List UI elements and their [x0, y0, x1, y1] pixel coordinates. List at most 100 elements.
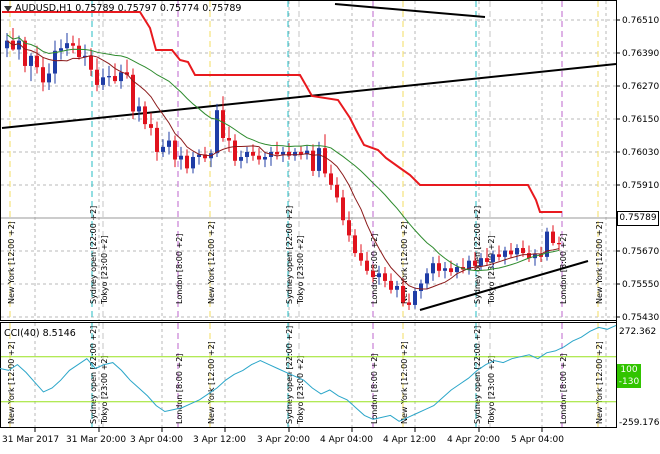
candles [5, 28, 561, 310]
candle-body [365, 260, 369, 271]
trend-line-top [334, 3, 486, 18]
candle [371, 264, 375, 283]
price-tick-label: 0.76150 [622, 115, 659, 125]
candle [5, 33, 9, 58]
time-axis[interactable]: 31 Mar 2017 31 Mar 20:00 3 Apr 04:00 3 Apr … [2, 428, 564, 445]
candle-body [161, 146, 165, 152]
dropdown-triangle-icon[interactable] [4, 5, 12, 12]
price-tick-label: 0.76270 [622, 82, 659, 92]
candle-body [467, 260, 471, 270]
candle-body [503, 250, 507, 257]
candle [35, 45, 39, 74]
candle-body [251, 151, 255, 156]
candle [257, 148, 261, 165]
candle [41, 57, 45, 92]
candle-body [119, 72, 123, 82]
candle [527, 245, 531, 262]
candle [365, 251, 369, 275]
session-label: New York [12:00 +2] [595, 341, 604, 424]
candle-body [485, 258, 489, 262]
session-label: New York [12:00 +2] [7, 221, 16, 304]
candle-body [65, 43, 69, 49]
candle-body [221, 110, 225, 139]
candle [557, 236, 561, 251]
trend-line-bottom [419, 260, 589, 311]
candle [299, 145, 303, 160]
candle-body [131, 74, 135, 112]
current-price-badge: 0.75789 [617, 211, 659, 226]
candle [503, 246, 507, 265]
candle [167, 131, 171, 155]
candle [239, 150, 243, 169]
candle-body [539, 254, 543, 257]
session-label: London [8:00 +2] [175, 234, 184, 304]
candle-body [299, 151, 303, 155]
trend-lines[interactable] [1, 3, 617, 311]
session-label: London [8:00 +2] [370, 354, 379, 424]
candle-body [443, 268, 447, 271]
session-label: Sydney open [22:00 +2] [89, 206, 98, 304]
candle [137, 97, 141, 122]
time-tick-label: 4 Apr 20:00 [447, 435, 500, 445]
candle [191, 151, 195, 174]
session-label: New York [12:00 +2] [400, 221, 409, 304]
candle [311, 144, 315, 176]
session-label: Tokyo [23:00 +2] [487, 235, 496, 305]
candle [341, 189, 345, 226]
time-tick-label: 3 Apr 04:00 [130, 435, 183, 445]
session-label: London [8:00 +2] [175, 354, 184, 424]
candle [509, 242, 513, 259]
candle-body [155, 127, 159, 152]
candle-body [515, 248, 519, 255]
candle [95, 58, 99, 92]
moving-averages [2, 11, 562, 290]
candle [329, 164, 333, 190]
candle-body [29, 55, 33, 66]
symbol-label: AUDUSD,H1 [15, 3, 73, 14]
session-label: New York [12:00 +2] [7, 341, 16, 424]
candle-body [479, 258, 483, 266]
candle [53, 40, 57, 84]
cci-level-low-badge: -130 [617, 376, 641, 388]
candle [119, 64, 123, 89]
session-label: Sydney open [22:00 +2] [285, 326, 294, 424]
session-label: London [8:00 +2] [370, 234, 379, 304]
candle [407, 293, 411, 310]
candle-body [23, 40, 27, 66]
candle [425, 268, 429, 289]
candle-body [425, 273, 429, 284]
stop-line [2, 11, 562, 213]
candle [437, 255, 441, 278]
candle [335, 177, 339, 203]
cci-min-label: -259.1769 [619, 418, 660, 428]
candle-body [113, 76, 117, 82]
candle [17, 35, 21, 60]
candle [353, 229, 357, 257]
candle [443, 261, 447, 279]
candle-body [311, 150, 315, 171]
candle [59, 39, 63, 60]
candle [197, 149, 201, 165]
candle [317, 141, 321, 178]
candle [347, 211, 351, 242]
candle [173, 135, 177, 168]
candle [377, 265, 381, 285]
candle [47, 63, 51, 90]
candle-body [383, 273, 387, 281]
candle [143, 101, 147, 130]
candle-body [497, 254, 501, 257]
candle [131, 68, 135, 120]
price-tick-label: 0.75910 [622, 181, 659, 191]
price-axis[interactable]: 0.76510 0.76390 0.76270 0.76150 0.76030 0.759… [616, 16, 660, 428]
candle-body [527, 253, 531, 259]
candle-body [545, 231, 549, 257]
candle-body [143, 106, 147, 125]
candle-body [275, 151, 279, 155]
candle-body [59, 48, 63, 51]
candle [383, 267, 387, 288]
candle-body [203, 154, 207, 159]
candle-body [17, 40, 21, 50]
candle [251, 144, 255, 161]
